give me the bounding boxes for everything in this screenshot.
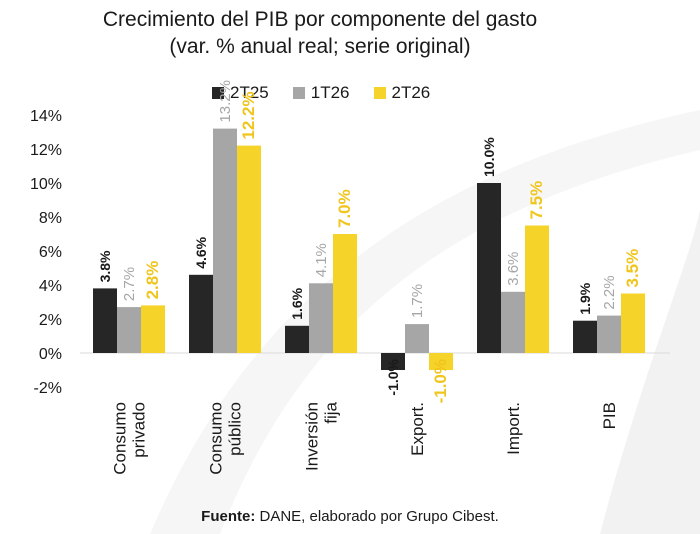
bar-value-label: 12.2% (239, 91, 258, 139)
bar-value-label: 13.2% (217, 80, 234, 123)
bar-value-label: -1.0% (431, 359, 450, 403)
source-text: DANE, elaborado por Grupo Cibest. (255, 508, 499, 525)
bar-value-label: 7.0% (335, 189, 354, 228)
category-label: Consumo (207, 402, 226, 475)
bar-value-label: 1.6% (289, 287, 305, 319)
legend-label-s3: 2T26 (391, 83, 431, 102)
bar-value-label: 2.2% (601, 275, 618, 309)
bar-value-label: 7.5% (527, 181, 546, 220)
y-tick-label: 2% (39, 312, 62, 329)
y-tick-label: 0% (39, 346, 62, 363)
bar-2t26 (237, 145, 261, 353)
category-label: Consumo (111, 402, 130, 475)
bar-value-label: 1.9% (577, 282, 593, 314)
bar-1t26 (501, 291, 525, 353)
bar-1t26 (597, 315, 621, 353)
legend-swatch-s1 (212, 87, 224, 99)
category-label: PIB (600, 402, 619, 429)
category-label: Inversión (303, 402, 322, 471)
category-label: Export. (408, 402, 427, 456)
bar-2t25 (93, 288, 117, 353)
category-label: Import. (504, 402, 523, 455)
legend-swatch-s3 (373, 87, 386, 99)
y-tick-label: 6% (39, 244, 62, 261)
bar-value-label: 1.7% (409, 284, 426, 318)
legend: 2T25 1T26 2T26 (212, 83, 430, 103)
bar-1t26 (117, 307, 141, 353)
legend-label-s2: 1T26 (310, 83, 350, 102)
legend-item-s3: 2T26 (373, 83, 431, 103)
bar-2t26 (429, 353, 453, 370)
category-label: fija (322, 401, 341, 423)
legend-swatch-s2 (292, 87, 305, 99)
y-tick-label: 8% (39, 210, 62, 227)
bar-value-label: 4.6% (193, 236, 209, 268)
category-label: privado (130, 402, 149, 458)
bar-1t26 (405, 324, 429, 353)
y-tick-label: 12% (30, 142, 62, 159)
bar-value-label: -1.0% (385, 358, 401, 395)
y-tick-label: -2% (34, 380, 62, 397)
bar-1t26 (213, 128, 237, 353)
bar-2t26 (525, 225, 549, 353)
bar-value-label: 3.6% (505, 252, 522, 286)
bar-value-label: 2.7% (121, 267, 138, 301)
title-line-1: Crecimiento del PIB por componente del g… (102, 8, 538, 31)
source-note: Fuente: DANE, elaborado por Grupo Cibest… (0, 508, 700, 525)
bar-2t26 (621, 293, 645, 353)
bar-value-label: 2.8% (143, 261, 162, 300)
bar-value-label: 3.8% (97, 250, 113, 282)
bar-2t25 (381, 353, 405, 370)
title-line-2: (var. % anual real; serie original) (169, 35, 471, 58)
bar-value-label: 10.0% (481, 137, 497, 177)
category-label: público (226, 402, 245, 456)
bar-value-label: 4.1% (313, 243, 330, 277)
bar-2t25 (189, 274, 213, 353)
bar-1t26 (309, 283, 333, 353)
bar-2t25 (477, 183, 501, 353)
bar-2t25 (285, 325, 309, 353)
y-tick-label: 10% (30, 176, 62, 193)
bar-2t26 (333, 234, 357, 353)
chart-title: Crecimiento del PIB por componente del g… (0, 6, 640, 60)
legend-item-s1: 2T25 (212, 83, 269, 103)
y-tick-label: 4% (39, 278, 62, 295)
legend-item-s2: 1T26 (292, 83, 350, 103)
legend-label-s1: 2T25 (230, 83, 269, 102)
y-tick-label: 14% (30, 108, 62, 125)
source-prefix: Fuente: (201, 508, 256, 525)
bar-2t25 (573, 320, 597, 353)
bar-value-label: 3.5% (623, 249, 642, 288)
bar-2t26 (141, 305, 165, 353)
